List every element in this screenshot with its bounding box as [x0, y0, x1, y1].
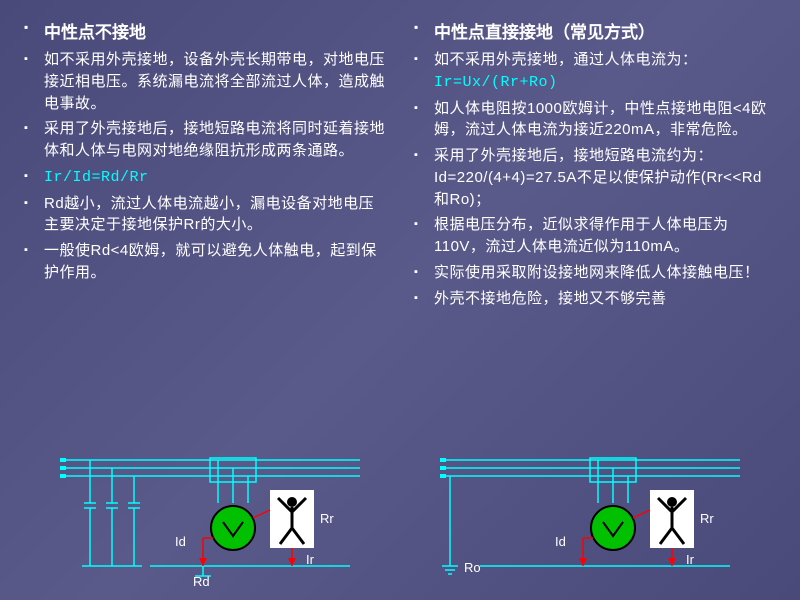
bullet-item: 如不采用外壳接地，设备外壳长期带电，对地电压接近相电压。系统漏电流将全部流过人体…: [24, 49, 386, 114]
bullet-item: Rd越小，流过人体电流越小，漏电设备对地电压主要决定于接地保护Rr的大小。: [24, 193, 386, 237]
svg-text:Ir: Ir: [686, 552, 695, 567]
left-heading: 中性点不接地: [24, 18, 386, 43]
svg-text:Rd: Rd: [193, 574, 210, 588]
bullet-item: 外壳不接地危险，接地又不够完善: [414, 288, 776, 310]
bullet-item: 实际使用采取附设接地网来降低人体接触电压！: [414, 262, 776, 284]
right-column: 中性点直接接地（常见方式） 如不采用外壳接地，通过人体电流为：Ir=Ux/(Rr…: [414, 18, 776, 313]
left-diagram: Id Ir Rr Rd: [40, 448, 380, 588]
bullet-item: 根据电压分布，近似求得作用于人体电压为110V，流过人体电流近似为110mA。: [414, 214, 776, 258]
diagrams-row: Id Ir Rr Rd Id Ir Rr Ro: [0, 448, 800, 588]
bullet-item: 采用了外壳接地后，接地短路电流将同时延着接地体和人体与电网对地绝缘阻抗形成两条通…: [24, 118, 386, 162]
bullet-item: 如不采用外壳接地，通过人体电流为：Ir=Ux/(Rr+Ro): [414, 49, 776, 94]
svg-text:Rr: Rr: [700, 511, 714, 526]
svg-text:Id: Id: [175, 534, 186, 549]
formula-text: Ir/Id=Rd/Rr: [44, 169, 149, 186]
bullet-item: 一般使Rd<4欧姆，就可以避免人体触电，起到保护作用。: [24, 240, 386, 284]
bullet-item: Ir/Id=Rd/Rr: [24, 166, 386, 189]
svg-text:Id: Id: [555, 534, 566, 549]
formula-text: Ir=Ux/(Rr+Ro): [434, 74, 558, 91]
right-heading: 中性点直接接地（常见方式）: [414, 18, 776, 43]
right-diagram: Id Ir Rr Ro: [420, 448, 760, 588]
bullet-item: 采用了外壳接地后，接地短路电流约为：Id=220/(4+4)=27.5A不足以使…: [414, 145, 776, 210]
svg-text:Ro: Ro: [464, 560, 481, 575]
bullet-item: 如人体电阻按1000欧姆计，中性点接地电阻<4欧姆，流过人体电流为接近220mA…: [414, 98, 776, 142]
svg-text:Rr: Rr: [320, 511, 334, 526]
left-column: 中性点不接地 如不采用外壳接地，设备外壳长期带电，对地电压接近相电压。系统漏电流…: [24, 18, 386, 313]
svg-text:Ir: Ir: [306, 552, 315, 567]
